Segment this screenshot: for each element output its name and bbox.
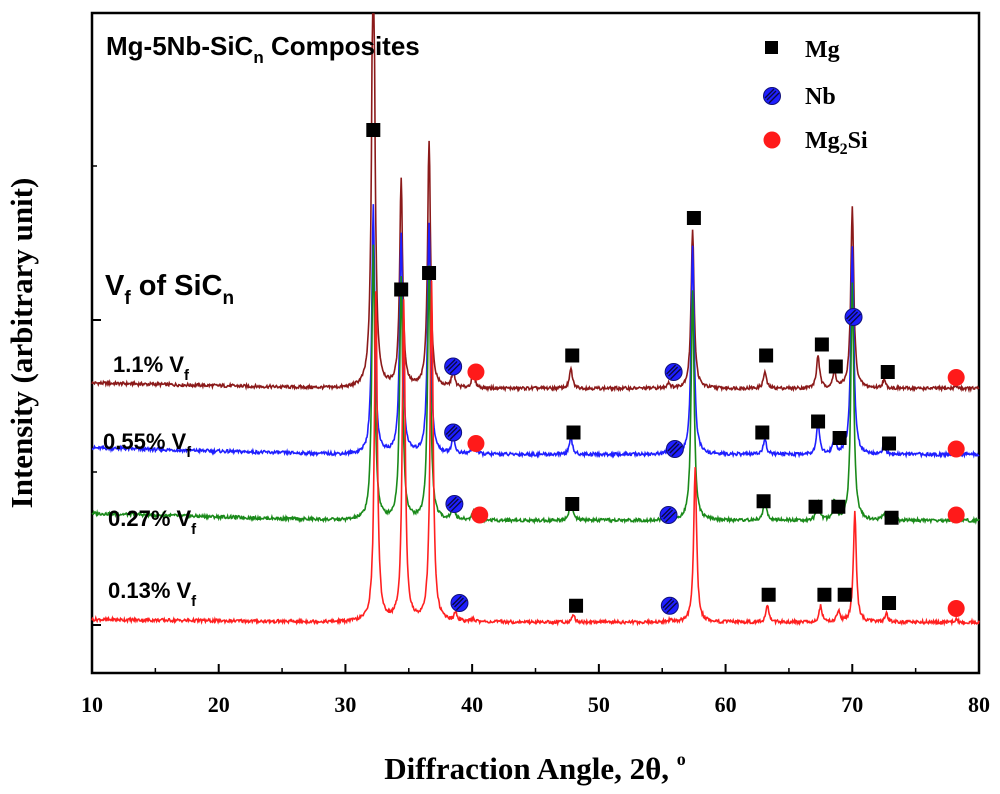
series-label-main: 1.1% V	[113, 352, 184, 377]
x-axis-label-main: Diffraction Angle, 2θ,	[384, 751, 677, 786]
tick-layer: 10 20 30 40 50 60 70 80	[81, 12, 990, 717]
y-axis-label: Intensity (arbitrary unit)	[4, 178, 39, 509]
legend-marker-mg	[765, 41, 778, 54]
mg-peak-marker	[837, 587, 852, 602]
series-layer	[91, 13, 980, 627]
legend-label-mg2si-rest: Si	[848, 128, 868, 154]
legend-marker-mg2si	[763, 131, 781, 149]
mg-peak-marker	[422, 266, 437, 280]
nb-peak-marker	[444, 423, 463, 442]
mg-peak-marker	[828, 359, 843, 374]
chart-title-sub: n	[253, 48, 263, 67]
mg2si-peak-marker	[467, 363, 485, 381]
nb-peak-marker	[659, 506, 678, 524]
series-line	[91, 244, 980, 525]
mg-peak-marker	[565, 348, 580, 363]
chart-title: Mg-5Nb-SiCn Composites	[106, 31, 420, 67]
series-label-sub: f	[191, 521, 197, 538]
legend-label-mg2si-main: Mg	[805, 128, 840, 154]
series-labels: 1.1% Vf0.55% Vf0.27% Vf0.13% Vf	[103, 352, 197, 610]
series-label-main: 0.13% V	[108, 578, 191, 603]
mg-peak-marker	[882, 436, 897, 451]
mg2si-peak-marker	[947, 369, 965, 386]
x-tick-label: 40	[461, 692, 483, 717]
group-label-main: V	[105, 270, 125, 302]
nb-peak-marker	[844, 308, 863, 326]
mg-peak-marker	[565, 497, 580, 511]
marker-layer	[366, 123, 965, 617]
mg-peak-marker	[884, 510, 899, 525]
legend: Mg Nb Mg2Si	[763, 37, 868, 158]
x-tick-label: 10	[81, 692, 103, 717]
legend-label-mg2si-sub: 2	[840, 141, 848, 158]
x-axis-label: Diffraction Angle, 2θ, o	[384, 749, 686, 786]
mg-peak-marker	[832, 431, 847, 445]
group-label: Vf of SiCn	[105, 270, 234, 309]
nb-peak-marker	[450, 594, 469, 612]
series-label-sub: f	[186, 444, 192, 461]
series-label-sub: f	[184, 367, 190, 384]
mg2si-peak-marker	[947, 600, 965, 617]
mg-peak-marker	[882, 596, 897, 610]
nb-peak-marker	[445, 495, 464, 513]
series-line	[91, 280, 980, 627]
chart-title-rest: Composites	[264, 31, 420, 61]
nb-peak-marker	[665, 440, 684, 458]
series-label-main: 0.27% V	[108, 506, 191, 531]
mg-peak-marker	[366, 123, 381, 137]
mg-peak-marker	[569, 598, 584, 613]
legend-label-mg2si: Mg2Si	[805, 128, 868, 158]
series-label: 0.13% Vf	[108, 578, 197, 610]
plot-frame	[90, 11, 981, 675]
nb-peak-marker	[664, 363, 683, 381]
mg-peak-marker	[831, 499, 846, 514]
x-tick-label: 70	[841, 692, 863, 717]
x-tick-label: 30	[334, 692, 356, 717]
group-label-sub2: n	[223, 288, 235, 309]
legend-marker-nb	[763, 87, 781, 105]
mg-peak-marker	[811, 414, 826, 429]
series-label: 0.27% Vf	[108, 506, 197, 538]
mg-peak-marker	[756, 494, 771, 509]
x-tick-label: 60	[715, 692, 737, 717]
mg2si-peak-marker	[471, 506, 489, 524]
mg-peak-marker	[566, 425, 581, 440]
series-label: 1.1% Vf	[113, 352, 190, 384]
series-label-main: 0.55% V	[103, 429, 186, 454]
mg-peak-marker	[817, 587, 832, 602]
x-tick-label: 50	[588, 692, 610, 717]
mg-peak-marker	[686, 211, 701, 225]
mg-peak-marker	[759, 348, 774, 363]
mg2si-peak-marker	[947, 440, 965, 458]
nb-peak-marker	[444, 357, 463, 376]
mg2si-peak-marker	[947, 506, 965, 524]
group-label-sub: f	[124, 288, 131, 309]
mg-peak-marker	[814, 337, 829, 352]
legend-label-nb: Nb	[805, 84, 836, 110]
mg-peak-marker	[808, 499, 823, 514]
x-tick-label: 80	[968, 692, 990, 717]
x-axis-label-sup: o	[677, 749, 686, 769]
group-label-rest: of SiC	[131, 270, 223, 302]
legend-label-mg: Mg	[805, 37, 840, 63]
mg-peak-marker	[755, 425, 770, 440]
mg-peak-marker	[761, 587, 776, 602]
series-label-sub: f	[191, 593, 197, 610]
series-line	[91, 13, 980, 394]
mg2si-peak-marker	[467, 435, 485, 452]
chart-title-main: Mg-5Nb-SiC	[106, 31, 254, 61]
x-tick-label: 20	[208, 692, 230, 717]
series-line	[91, 204, 980, 459]
nb-peak-marker	[660, 596, 679, 615]
mg-peak-marker	[880, 365, 895, 379]
series-label: 0.55% Vf	[103, 429, 192, 461]
mg-peak-marker	[394, 282, 409, 297]
